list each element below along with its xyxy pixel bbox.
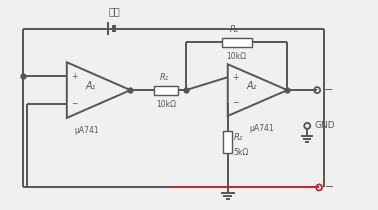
Text: R₂: R₂ — [234, 133, 243, 142]
Text: 电池: 电池 — [108, 7, 120, 17]
Text: 10kΩ: 10kΩ — [227, 52, 247, 61]
Bar — [154, 86, 178, 94]
Text: A₁: A₁ — [85, 81, 96, 91]
Text: +: + — [232, 73, 238, 82]
Text: 10kΩ: 10kΩ — [156, 100, 176, 109]
Text: μA741: μA741 — [249, 124, 274, 133]
Text: μA741: μA741 — [74, 126, 99, 135]
Text: +: + — [71, 72, 77, 81]
Text: R₁: R₁ — [160, 73, 169, 82]
Text: 5kΩ: 5kΩ — [234, 148, 249, 157]
Text: −: − — [71, 100, 77, 109]
Bar — [222, 38, 252, 47]
Text: −: − — [232, 98, 238, 108]
Text: GND: GND — [314, 121, 335, 130]
Text: A₂: A₂ — [246, 81, 257, 91]
Text: R₂: R₂ — [230, 25, 239, 34]
Bar — [223, 131, 232, 153]
Text: −: − — [325, 182, 335, 192]
Text: −: − — [324, 85, 333, 95]
